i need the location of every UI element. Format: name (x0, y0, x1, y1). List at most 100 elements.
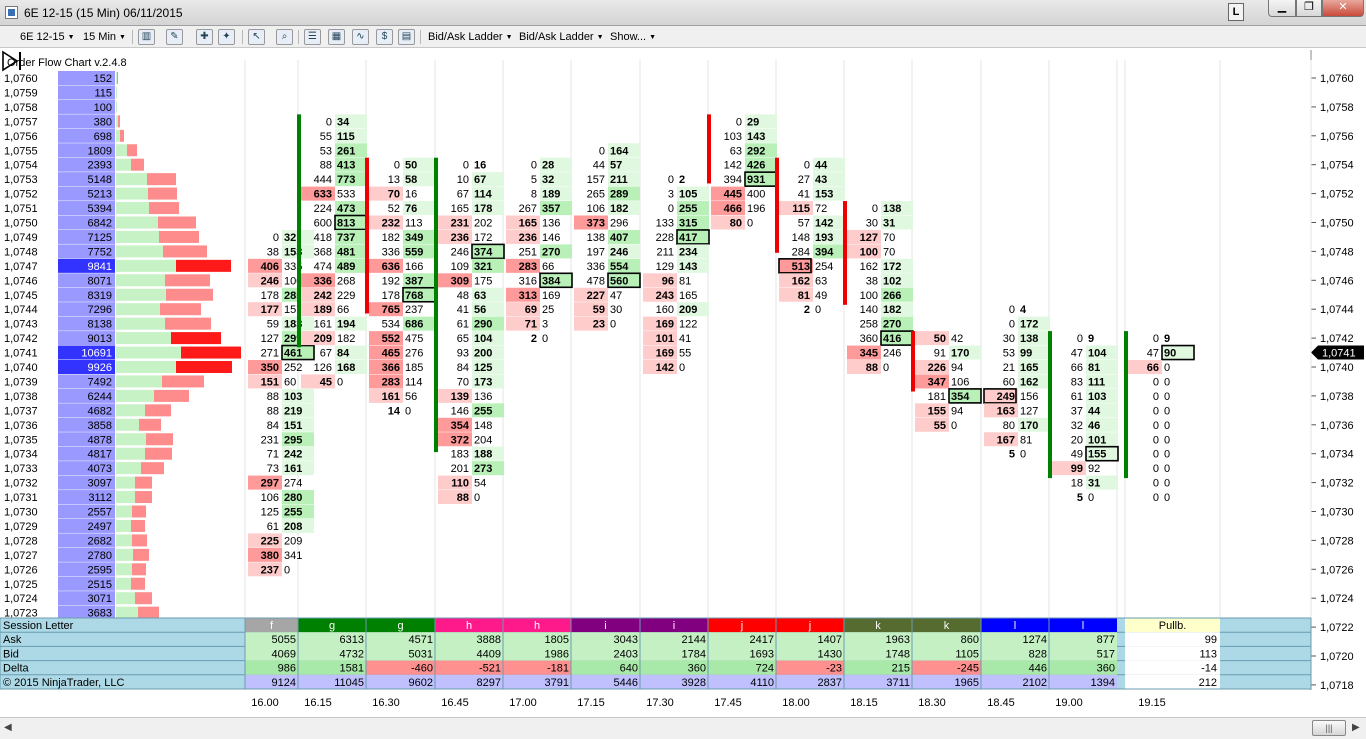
profile-price: 1,0725 (4, 579, 38, 591)
ask-value: 387 (405, 275, 423, 287)
bid-value: 73 (267, 463, 279, 475)
ask-value: 66 (337, 304, 349, 316)
bid-value: 84 (267, 420, 279, 432)
profile-price: 1,0743 (4, 319, 38, 331)
properties-icon[interactable]: ☰ (304, 29, 321, 45)
profile-volume: 3071 (88, 593, 112, 605)
bid-cell (915, 403, 949, 418)
zoom-icon[interactable]: ⌕ (276, 29, 293, 45)
lock-button[interactable]: L (1228, 3, 1244, 21)
interval-selector[interactable]: 15 Min ▼ (83, 29, 126, 45)
bid-value: 21 (1003, 362, 1015, 374)
bar-type-icon[interactable]: ▥ (138, 29, 155, 45)
bid-cell (915, 331, 949, 346)
table-volume-value: 8297 (477, 677, 501, 689)
ask-value: 246 (610, 246, 628, 258)
cursor-icon[interactable]: ↖ (248, 29, 265, 45)
bid-value: 41 (798, 189, 810, 201)
delta-cell (776, 660, 844, 675)
order-flow-chart[interactable]: 1,0760 1,0758 1,0756 1,0754 1,0752 1,0750 1,07… (0, 50, 1366, 718)
bid-value: 271 (261, 348, 279, 360)
data-box-icon[interactable]: ▤ (398, 29, 415, 45)
bid-value: 211 (656, 246, 674, 258)
scroll-thumb[interactable]: ||| (1312, 720, 1346, 736)
ladder-selector-2[interactable]: Bid/Ask Ladder ▼ (519, 29, 604, 45)
profile-volume-cell (58, 172, 115, 187)
scroll-right-icon[interactable]: ▶ (1352, 722, 1360, 733)
ask-value: 136 (542, 218, 560, 230)
minimize-button[interactable]: ▁ (1268, 0, 1296, 17)
ask-value: 2 (679, 174, 685, 186)
indicators-icon[interactable]: ▦ (328, 29, 345, 45)
ask-value: 266 (883, 290, 901, 302)
ask-value: 194 (337, 319, 356, 331)
ask-value: 164 (610, 145, 629, 157)
profile-volume: 6244 (88, 391, 112, 403)
profile-volume: 2682 (88, 535, 112, 547)
show-menu[interactable]: Show... ▼ (610, 29, 656, 45)
ask-value: 0 (542, 333, 548, 345)
scroll-to-end-icon[interactable] (0, 50, 24, 72)
ask-value: 102 (883, 275, 901, 287)
bid-value: 394 (724, 174, 742, 186)
bid-cell (779, 287, 813, 302)
price-label: 1,0748 (1320, 246, 1354, 258)
ask-value: 737 (337, 232, 355, 244)
pencil-icon[interactable]: ✎ (166, 29, 183, 45)
bid-value: 8 (531, 189, 537, 201)
bid-value: 178 (261, 290, 279, 302)
session-letter-cell (640, 618, 708, 633)
bid-value: 283 (519, 261, 537, 273)
pullback-cell (1125, 646, 1220, 661)
time-label: 18.45 (987, 697, 1015, 709)
ask-value: 54 (474, 478, 486, 490)
ladder-selector-1[interactable]: Bid/Ask Ladder ▼ (428, 29, 513, 45)
ask-value: 105 (679, 189, 697, 201)
instrument-selector[interactable]: 6E 12-15 ▼ (20, 29, 75, 45)
strategies-icon[interactable]: ∿ (352, 29, 369, 45)
bid-cell (915, 374, 949, 389)
ask-value: 46 (1088, 420, 1100, 432)
ask-cell (472, 360, 504, 374)
ask-value: 168 (337, 362, 355, 374)
profile-volume: 4878 (88, 434, 112, 446)
maximize-button[interactable]: ❐ (1296, 0, 1322, 17)
profile-ask-bar (131, 519, 145, 532)
ask-cell (608, 172, 640, 187)
close-button[interactable]: ✕ (1322, 0, 1364, 17)
volume-cell (1049, 674, 1117, 689)
profile-volume-cell (58, 287, 115, 302)
profile-price: 1,0734 (4, 449, 38, 461)
bid-value: 228 (656, 232, 674, 244)
profile-price: 1,0736 (4, 420, 38, 432)
bid-value: 0 (668, 203, 674, 215)
bid-value: 126 (314, 362, 332, 374)
ask-value: 175 (474, 275, 492, 287)
bar-direction-strip (775, 157, 779, 253)
scroll-left-icon[interactable]: ◀ (4, 722, 12, 733)
ask-cell (813, 172, 845, 187)
bid-value: 2 (531, 333, 537, 345)
instrument-label: 6E 12-15 (20, 31, 65, 43)
table-ask-value: 1274 (1023, 634, 1047, 646)
bid-cell (438, 417, 472, 432)
pin-icon[interactable]: ✦ (218, 29, 235, 45)
ask-value: 31 (1088, 478, 1100, 490)
profile-price: 1,0727 (4, 550, 38, 562)
bid-value: 38 (866, 275, 878, 287)
bid-cell (369, 345, 403, 360)
money-icon[interactable]: $ (376, 29, 393, 45)
profile-bid-bar (116, 491, 135, 504)
profile-price: 1,0739 (4, 376, 38, 388)
crosshair-icon[interactable]: ✚ (196, 29, 213, 45)
chart-canvas[interactable]: 1,0760 1,0758 1,0756 1,0754 1,0752 1,0750 1,07… (0, 50, 1366, 718)
pullback-cell (1125, 660, 1220, 675)
ask-value: 104 (1088, 348, 1107, 360)
bid-value: 30 (866, 218, 878, 230)
bid-cell (574, 316, 608, 331)
ask-value: 138 (883, 203, 901, 215)
ask-value: 229 (337, 290, 355, 302)
ask-value: 374 (474, 246, 493, 258)
bid-value: 236 (519, 232, 537, 244)
horizontal-scrollbar[interactable]: ◀ ||| ▶ (0, 717, 1366, 739)
